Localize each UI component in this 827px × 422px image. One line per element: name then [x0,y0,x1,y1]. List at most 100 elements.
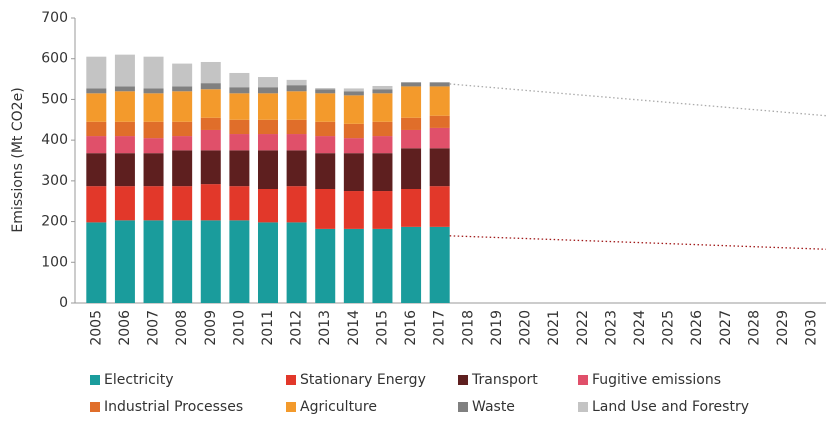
bar-segment [286,85,307,92]
bar-segment [343,123,364,139]
bar-segment [172,150,193,187]
trend-line [449,83,827,117]
bar-segment [114,91,135,122]
bar-segment [229,134,250,151]
bar-segment [200,150,221,185]
bar-segment [258,222,278,303]
bar-segment [429,115,450,128]
bar-segment [114,153,135,187]
bar-segment [143,56,164,89]
bar-segment [229,150,250,187]
y-tick-label: 0 [59,295,68,311]
bar-segment [258,119,278,135]
bar-segment [114,220,135,303]
x-tick-label: 2027 [718,310,734,346]
legend-swatch [458,402,468,412]
bar-segment [143,153,164,187]
bar-segment [286,186,307,223]
legend-label: Industrial Processes [104,399,243,415]
bar-segment [200,117,221,130]
bar-segment [200,129,221,151]
bar-segment [315,121,336,137]
x-tick-label: 2019 [489,310,505,346]
bar-segment [286,150,307,187]
bar-segment [143,121,164,139]
bar-segment [86,93,107,122]
bar-segment [258,77,278,88]
bar-segment [172,121,193,137]
legend-label: Transport [471,372,538,388]
x-tick-label: 2021 [546,310,562,346]
bar-segment [258,93,278,120]
y-axis-label: Emissions (Mt CO2e) [10,87,26,232]
y-tick-label: 100 [41,254,68,270]
bar-segment [172,220,193,303]
bar-segment [286,79,307,86]
bar-segment [286,134,307,151]
x-tick-label: 2013 [317,310,333,346]
x-tick-label: 2024 [632,310,648,346]
bar-segment [229,93,250,120]
bar-segment [343,228,364,303]
bar-segment [172,186,193,221]
bar-segment [343,153,364,192]
bar-segment [315,153,336,189]
bar-segment [86,121,107,137]
legend-swatch [578,375,588,385]
bar-segment [258,150,278,189]
bar-segment [429,127,450,149]
bar-segment [343,95,364,124]
bar-segment [429,226,450,303]
bar-segment [114,54,135,87]
bar-segment [200,89,221,118]
legend-label: Stationary Energy [300,372,426,388]
bar-segment [429,86,450,116]
legend-swatch [458,375,468,385]
bar-segment [401,226,422,303]
bar-segment [229,119,250,135]
x-tick-label: 2025 [661,310,677,346]
bar-segment [343,191,364,229]
legend-label: Fugitive emissions [592,372,721,388]
bar-segment [401,189,422,227]
legend-swatch [90,375,100,385]
bar-segment [372,228,393,303]
y-tick-label: 600 [41,51,68,67]
bar-segment [229,220,250,303]
legend-swatch [286,402,296,412]
bar-segment [315,189,336,229]
bar-segment [286,222,307,303]
x-tick-label: 2011 [260,310,276,346]
x-tick-label: 2008 [174,310,190,346]
bar-segment [258,189,278,223]
bar-segment [343,91,364,96]
y-tick-label: 400 [41,132,68,148]
bar-segment [200,220,221,303]
bar-segment [315,93,336,122]
bar-segment [143,88,164,94]
legend-label: Electricity [104,372,174,388]
x-tick-label: 2012 [289,310,305,346]
bar-segment [286,91,307,120]
y-tick-label: 500 [41,91,68,107]
x-tick-label: 2010 [231,310,247,346]
bar-segment [200,184,221,221]
bar-segment [429,186,450,227]
bar-segment [401,117,422,130]
bar-segment [286,119,307,135]
bar-segment [315,136,336,154]
x-tick-label: 2005 [88,310,104,346]
x-tick-label: 2026 [689,310,705,346]
bar-segment [86,153,107,187]
bar-segment [315,88,336,90]
bar-segment [172,91,193,122]
bar-segment [429,148,450,187]
x-tick-label: 2007 [146,310,162,346]
bar-segment [114,136,135,154]
bar-segment [343,88,364,92]
x-tick-label: 2030 [804,310,820,346]
x-tick-label: 2029 [775,310,791,346]
x-tick-label: 2015 [374,310,390,346]
x-tick-label: 2020 [518,310,534,346]
trend-line [449,235,827,250]
